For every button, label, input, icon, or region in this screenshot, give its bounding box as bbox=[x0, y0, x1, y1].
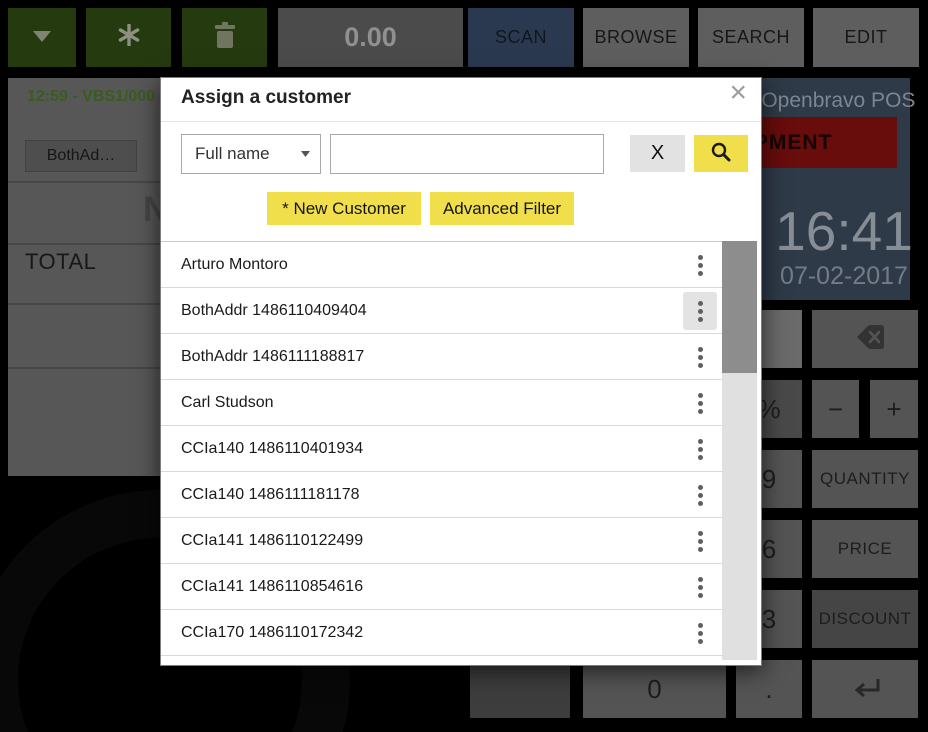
customer-row[interactable]: Carl Studson bbox=[161, 380, 722, 426]
customer-row[interactable]: CCIa141 1486110122499 bbox=[161, 518, 722, 564]
chevron-down-icon bbox=[301, 151, 310, 157]
chevron-down-icon bbox=[33, 29, 51, 47]
row-menu-icon[interactable] bbox=[683, 568, 717, 606]
search-button[interactable] bbox=[694, 135, 748, 172]
customer-row[interactable]: BothAddr 1486110409404 bbox=[161, 288, 722, 334]
customer-button-label: BothAd… bbox=[46, 147, 116, 164]
keypad-minus-key[interactable]: − bbox=[812, 380, 859, 438]
customer-name: CCIa140 1486110401934 bbox=[181, 439, 364, 457]
keypad-enter-key[interactable] bbox=[812, 660, 918, 718]
divider bbox=[161, 121, 761, 122]
customer-name: CCIa141 1486110854616 bbox=[181, 577, 364, 595]
customer-search-input[interactable] bbox=[330, 134, 604, 174]
customer-row[interactable]: CCIa140 1486110401934 bbox=[161, 426, 722, 472]
row-menu-icon[interactable] bbox=[683, 246, 717, 284]
advanced-filter-button[interactable]: Advanced Filter bbox=[430, 192, 574, 225]
customer-row[interactable]: CCIa170 1486110172342 bbox=[161, 610, 722, 656]
assign-customer-dialog: Assign a customer × Full name X * New Cu… bbox=[160, 76, 762, 666]
row-menu-icon[interactable] bbox=[683, 614, 717, 652]
tab-edit-label: EDIT bbox=[844, 27, 888, 47]
dialog-title: Assign a customer bbox=[181, 87, 351, 108]
three-label: 3 bbox=[761, 603, 777, 634]
total-label: TOTAL bbox=[25, 249, 97, 274]
row-menu-icon[interactable] bbox=[683, 476, 717, 514]
tab-scan[interactable]: SCAN bbox=[468, 8, 574, 67]
row-menu-icon[interactable] bbox=[683, 522, 717, 560]
scrollbar[interactable] bbox=[722, 241, 757, 660]
minus-label: − bbox=[827, 393, 844, 424]
backspace-icon bbox=[844, 322, 886, 357]
amount-value: 0.00 bbox=[344, 22, 397, 52]
tab-search-label: SEARCH bbox=[711, 27, 790, 47]
customer-button[interactable]: BothAd… bbox=[25, 140, 137, 172]
customer-row[interactable]: CCIa141 1486110854616 bbox=[161, 564, 722, 610]
customer-name: BothAddr 1486110409404 bbox=[181, 301, 367, 319]
customer-row[interactable]: Arturo Montoro bbox=[161, 242, 722, 288]
customer-row[interactable]: CCIa140 1486111181178 bbox=[161, 472, 722, 518]
nine-label: 9 bbox=[761, 463, 777, 494]
keypad-quantity-key[interactable]: QUANTITY bbox=[812, 450, 918, 508]
menu-dropdown-button[interactable] bbox=[8, 8, 76, 67]
customer-list: Arturo Montoro BothAddr 1486110409404 Bo… bbox=[161, 241, 722, 656]
filter-field-select[interactable]: Full name bbox=[181, 134, 321, 174]
keypad-discount-key[interactable]: DISCOUNT bbox=[812, 590, 918, 648]
clear-search-label: X bbox=[650, 142, 665, 164]
advanced-filter-label: Advanced Filter bbox=[442, 198, 562, 218]
customer-name: BothAddr 1486111188817 bbox=[181, 347, 365, 365]
scrollbar-thumb[interactable] bbox=[722, 241, 757, 373]
tab-search[interactable]: SEARCH bbox=[698, 8, 804, 67]
asterisk-button[interactable] bbox=[86, 8, 171, 67]
keypad-dot-key[interactable]: . bbox=[736, 660, 802, 718]
dot-label: . bbox=[765, 673, 773, 704]
new-customer-button[interactable]: * New Customer bbox=[267, 192, 421, 225]
tab-browse-label: BROWSE bbox=[594, 27, 678, 47]
close-icon[interactable]: × bbox=[729, 76, 747, 109]
tab-browse[interactable]: BROWSE bbox=[583, 8, 689, 67]
amount-display: 0.00 bbox=[278, 8, 463, 67]
row-menu-icon[interactable] bbox=[683, 292, 717, 330]
customer-row[interactable]: BothAddr 1486111188817 bbox=[161, 334, 722, 380]
six-label: 6 bbox=[761, 533, 777, 564]
customer-name: Arturo Montoro bbox=[181, 255, 288, 273]
keypad-backspace-key[interactable] bbox=[812, 310, 918, 368]
tab-scan-label: SCAN bbox=[494, 27, 547, 47]
search-icon bbox=[710, 141, 732, 166]
customer-name: CCIa140 1486111181178 bbox=[181, 485, 360, 503]
row-menu-icon[interactable] bbox=[683, 338, 717, 376]
delete-receipt-button[interactable] bbox=[182, 8, 267, 67]
new-customer-label: * New Customer bbox=[282, 198, 406, 218]
tab-edit[interactable]: EDIT bbox=[813, 8, 919, 67]
enter-icon bbox=[848, 675, 882, 704]
clock-date: 07-02-2017 bbox=[780, 262, 908, 290]
receipt-header: 12:59 - VBS1/000 bbox=[27, 88, 156, 105]
quantity-label: QUANTITY bbox=[820, 469, 910, 488]
discount-label: DISCOUNT bbox=[818, 609, 912, 628]
zero-label: 0 bbox=[647, 673, 662, 704]
filter-field-value: Full name bbox=[195, 144, 270, 163]
plus-label: + bbox=[886, 393, 902, 424]
asterisk-icon bbox=[118, 23, 140, 51]
customer-name: Carl Studson bbox=[181, 393, 274, 411]
customer-name: CCIa141 1486110122499 bbox=[181, 531, 364, 549]
row-menu-icon[interactable] bbox=[683, 430, 717, 468]
keypad-plus-key[interactable]: + bbox=[870, 380, 918, 438]
row-menu-icon[interactable] bbox=[683, 384, 717, 422]
clear-search-button[interactable]: X bbox=[630, 135, 685, 172]
keypad-blank-key[interactable] bbox=[470, 660, 570, 718]
keypad-0-key[interactable]: 0 bbox=[583, 660, 726, 718]
customer-name: CCIa170 1486110172342 bbox=[181, 623, 364, 641]
price-label: PRICE bbox=[837, 539, 893, 558]
percent-label: % bbox=[757, 393, 781, 424]
clock-time: 16:41 bbox=[775, 200, 913, 262]
keypad-price-key[interactable]: PRICE bbox=[812, 520, 918, 578]
trash-icon bbox=[213, 22, 237, 53]
